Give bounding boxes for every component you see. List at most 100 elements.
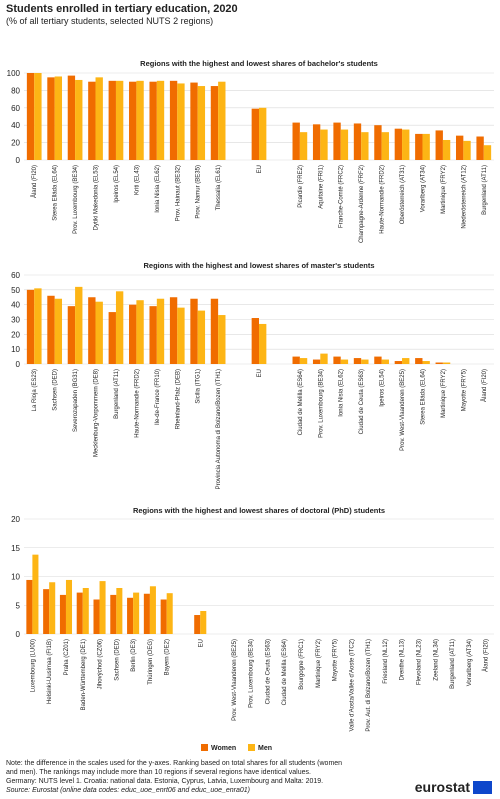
- x-tick-label: Vorarlberg (AT34): [467, 639, 473, 686]
- y-tick-label: 10: [11, 573, 20, 582]
- bar: [169, 80, 178, 160]
- bar: [476, 136, 484, 160]
- bar: [415, 358, 423, 364]
- bar: [95, 301, 103, 364]
- bar: [320, 353, 328, 364]
- bar: [149, 306, 157, 364]
- x-tick-label: Sterea Elláda (EL64): [53, 165, 59, 221]
- bar: [483, 145, 492, 160]
- bar: [299, 132, 308, 160]
- bar: [197, 310, 206, 364]
- bar: [190, 298, 198, 364]
- legend-label: Men: [258, 745, 272, 752]
- legend-swatch: [248, 744, 255, 751]
- x-tick-label: Burgenland (AT11): [114, 369, 120, 419]
- bar: [381, 132, 389, 160]
- x-tick-label: Bourgogne (FRC1): [299, 639, 305, 690]
- bar: [108, 80, 116, 160]
- y-tick-label: 5: [16, 601, 21, 610]
- chart-title: Regions with the highest and lowest shar…: [133, 506, 385, 515]
- y-tick-label: 80: [11, 86, 20, 95]
- chart-title: Regions with the highest and lowest shar…: [144, 261, 375, 270]
- bar: [251, 108, 259, 160]
- bar: [26, 579, 33, 634]
- bar: [299, 358, 308, 364]
- bar: [93, 599, 100, 634]
- bar: [127, 597, 134, 634]
- x-tick-label: Haute-Normandie (FRD2): [380, 165, 386, 234]
- bar: [149, 81, 157, 160]
- x-tick-label: Luxembourg (LU00): [30, 639, 36, 692]
- bar: [210, 298, 219, 364]
- bar: [415, 133, 423, 160]
- bar: [394, 361, 403, 364]
- bar: [34, 73, 42, 160]
- x-tick-label: Niederösterreich (AT12): [461, 165, 467, 229]
- x-tick-label: Haute-Normandie (FRD2): [134, 369, 140, 438]
- bar: [32, 554, 39, 634]
- bar: [422, 133, 430, 160]
- bar: [116, 588, 123, 634]
- x-tick-label: Prov. Luxembourg (BE34): [318, 369, 324, 438]
- bar: [133, 592, 140, 634]
- bar: [422, 361, 430, 364]
- x-tick-label: Picardie (FRE2): [298, 165, 304, 208]
- x-tick-label: Drenthe (NL13): [400, 639, 406, 680]
- bar: [312, 359, 321, 364]
- x-tick-label: Ionia Nisia (EL62): [155, 165, 161, 213]
- bar: [76, 592, 83, 634]
- bar: [251, 318, 259, 364]
- bar: [381, 359, 389, 364]
- bar: [218, 81, 226, 160]
- bar: [361, 132, 369, 160]
- bar: [197, 86, 206, 160]
- x-tick-label: Oberösterreich (AT31): [400, 165, 406, 224]
- page-subtitle: (% of all tertiary students, selected NU…: [6, 16, 213, 26]
- y-tick-label: 50: [11, 286, 20, 295]
- x-tick-label: Åland (FI20): [481, 369, 488, 402]
- x-tick-label: Baden-Württemberg (DE1): [81, 639, 87, 710]
- y-tick-label: 20: [11, 515, 20, 524]
- bar: [129, 304, 137, 364]
- x-tick-label: Praha (CZ01): [64, 639, 70, 675]
- y-tick-label: 15: [11, 544, 20, 553]
- x-tick-label: Zeeland (NL34): [433, 639, 439, 681]
- bar: [312, 124, 321, 160]
- x-tick-label: Sterea Elláda (EL64): [420, 369, 426, 425]
- bar: [47, 295, 55, 364]
- y-tick-label: 20: [11, 139, 20, 148]
- bar: [54, 76, 63, 160]
- page-title: Students enrolled in tertiary education,…: [6, 3, 238, 15]
- bar: [402, 129, 410, 160]
- bar: [49, 582, 56, 634]
- bar: [54, 298, 63, 364]
- bar: [200, 611, 207, 634]
- x-tick-label: Thessalia (EL61): [216, 165, 222, 210]
- x-tick-label: La Rioja (ES23): [32, 369, 38, 411]
- bar: [442, 362, 451, 364]
- x-tick-label: Berlin (DE3): [131, 639, 137, 672]
- x-tick-label: Friesland (NL12): [383, 639, 389, 684]
- bar: [47, 77, 55, 160]
- bar: [169, 297, 178, 364]
- bar: [110, 594, 117, 634]
- x-tick-label: Sachsen (DED): [114, 639, 120, 681]
- bar: [435, 362, 443, 364]
- bar: [95, 77, 103, 160]
- y-tick-label: 0: [16, 360, 21, 369]
- x-tick-label: Jihovýchod (CZ06): [98, 639, 104, 689]
- x-tick-label: Mayotte (FRY5): [461, 369, 467, 411]
- bar: [59, 594, 66, 634]
- bar: [210, 86, 219, 160]
- x-tick-label: Prov. Luxembourg (BE34): [73, 165, 79, 234]
- chart-title: Regions with the highest and lowest shar…: [140, 59, 378, 68]
- y-tick-label: 40: [11, 121, 20, 130]
- bar: [333, 122, 341, 160]
- bar: [156, 298, 165, 364]
- x-tick-label: Champagne-Ardenne (FRF2): [359, 165, 365, 243]
- bar: [353, 123, 362, 160]
- bar: [190, 82, 198, 160]
- legend: Women Men: [201, 744, 272, 752]
- eu-flag: [473, 781, 492, 794]
- x-tick-label: Sicilia (ITG1): [196, 369, 202, 404]
